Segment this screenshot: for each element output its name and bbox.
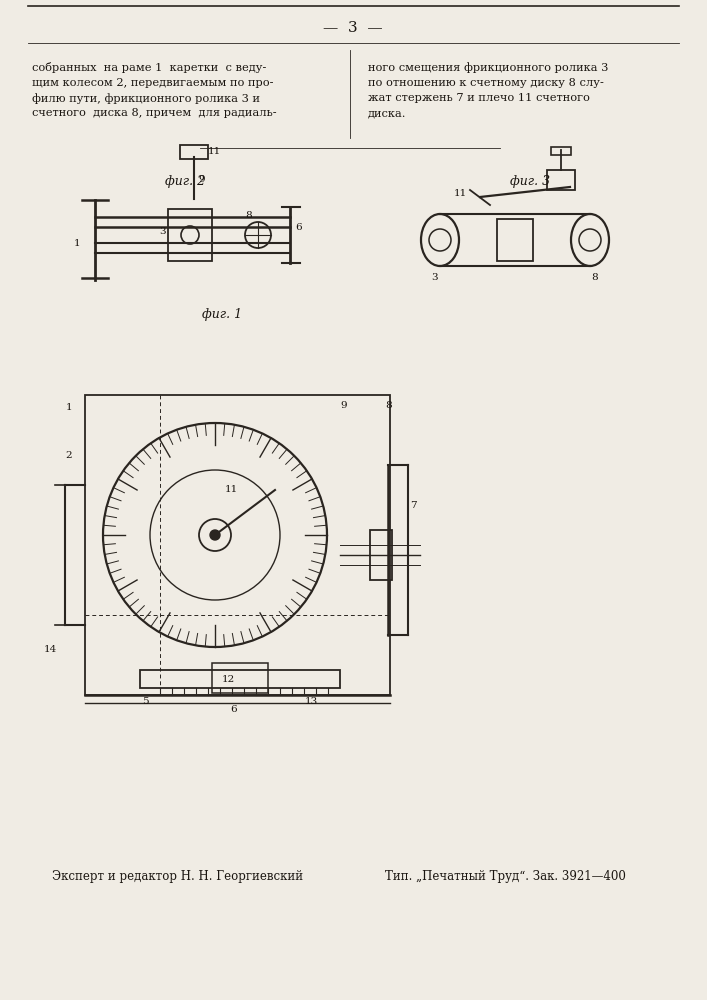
Text: 1: 1 <box>65 402 72 412</box>
Text: филю пути, фрикционного ролика 3 и: филю пути, фрикционного ролика 3 и <box>32 93 260 104</box>
Text: 9: 9 <box>198 176 204 184</box>
Text: фиг. 1: фиг. 1 <box>202 308 242 321</box>
Bar <box>547 170 575 190</box>
Bar <box>85 395 390 695</box>
Bar <box>140 670 340 688</box>
Text: 9: 9 <box>340 400 346 410</box>
Text: фиг. 2: фиг. 2 <box>165 175 205 188</box>
Text: 1: 1 <box>74 238 80 247</box>
Text: Эксперт и редактор Н. Н. Георгиевский: Эксперт и редактор Н. Н. Георгиевский <box>52 870 303 883</box>
Text: 3: 3 <box>159 227 166 235</box>
Text: счетного  диска 8, причем  для радиаль-: счетного диска 8, причем для радиаль- <box>32 108 276 118</box>
Text: 8: 8 <box>385 400 392 410</box>
Text: 8: 8 <box>592 273 598 282</box>
Bar <box>551 147 571 155</box>
Text: 11: 11 <box>208 146 221 155</box>
Text: 8: 8 <box>245 211 252 220</box>
Text: 7: 7 <box>410 500 416 510</box>
Text: ного смещения фрикционного ролика 3: ного смещения фрикционного ролика 3 <box>368 62 609 73</box>
Bar <box>497 219 533 261</box>
Bar <box>370 530 392 580</box>
Text: Тип. „Печатный Труд“. Зак. 3921—400: Тип. „Печатный Труд“. Зак. 3921—400 <box>385 870 626 883</box>
Bar <box>168 209 212 261</box>
Text: 5: 5 <box>142 697 148 706</box>
Bar <box>180 145 208 159</box>
Text: щим колесом 2, передвигаемым по про-: щим колесом 2, передвигаемым по про- <box>32 78 274 88</box>
Text: собранных  на раме 1  каретки  с веду-: собранных на раме 1 каретки с веду- <box>32 62 267 73</box>
Text: 6: 6 <box>295 223 302 232</box>
Text: диска.: диска. <box>368 108 407 118</box>
Text: 3: 3 <box>432 273 438 282</box>
Text: —  3  —: — 3 — <box>323 21 382 35</box>
Text: 2: 2 <box>65 450 72 460</box>
Text: фиг. 3: фиг. 3 <box>510 175 550 188</box>
Text: 6: 6 <box>230 705 237 714</box>
Text: 14: 14 <box>44 646 57 654</box>
Text: жат стержень 7 и плечо 11 счетного: жат стержень 7 и плечо 11 счетного <box>368 93 590 103</box>
Text: по отношению к счетному диску 8 слу-: по отношению к счетному диску 8 слу- <box>368 78 604 88</box>
Text: 11: 11 <box>225 486 238 494</box>
Circle shape <box>210 530 220 540</box>
Text: 11: 11 <box>453 188 467 198</box>
Bar <box>212 663 268 693</box>
Text: 13: 13 <box>305 697 318 706</box>
Text: 12: 12 <box>222 675 235 684</box>
